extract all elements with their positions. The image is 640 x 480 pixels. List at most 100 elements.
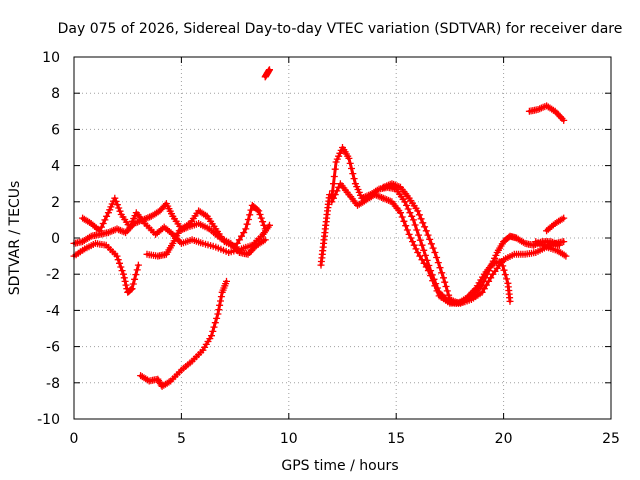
data-point <box>242 225 250 233</box>
data-point <box>506 297 514 305</box>
data-point <box>426 235 434 243</box>
data-point <box>413 226 421 234</box>
data-point <box>400 217 408 225</box>
y-tick-label: 8 <box>51 86 60 102</box>
data-point <box>233 239 241 247</box>
data-point <box>122 281 130 289</box>
data-point <box>215 306 223 314</box>
data-point <box>443 287 451 295</box>
data-point <box>257 214 265 222</box>
data-point <box>328 198 336 206</box>
data-point <box>421 223 429 231</box>
data-point <box>120 274 128 282</box>
data-point <box>433 254 441 261</box>
data-point <box>404 205 412 213</box>
data-point <box>217 297 224 305</box>
data-point <box>116 207 124 215</box>
data-point <box>114 256 122 264</box>
data-point <box>216 301 224 309</box>
data-point <box>405 230 413 238</box>
data-point <box>346 159 354 167</box>
data-point <box>330 173 338 180</box>
data-point <box>131 275 139 283</box>
data-point <box>411 221 419 229</box>
y-tick-label: 6 <box>51 122 60 138</box>
series-arc-6 <box>261 66 273 81</box>
x-tick-label: 25 <box>602 431 620 447</box>
data-point <box>96 227 104 235</box>
data-point <box>256 211 264 218</box>
data-point <box>213 314 221 322</box>
data-point <box>408 212 416 220</box>
data-point <box>410 241 418 249</box>
data-point <box>127 285 135 293</box>
data-point <box>240 229 248 237</box>
data-point <box>420 246 428 254</box>
series-layer <box>70 66 570 390</box>
data-point <box>407 234 415 242</box>
y-tick-label: -10 <box>37 412 60 428</box>
data-point <box>445 291 453 299</box>
data-point <box>121 277 129 285</box>
data-point <box>414 249 422 256</box>
data-point <box>560 116 568 124</box>
data-point <box>417 215 425 223</box>
y-axis-label: SDTVAR / TECUs <box>7 181 23 296</box>
data-point <box>429 244 437 252</box>
data-point <box>119 270 127 278</box>
data-point <box>485 277 493 285</box>
data-point <box>403 201 410 209</box>
data-point <box>438 269 446 277</box>
data-point <box>247 206 255 214</box>
series-arc-12 <box>543 214 568 235</box>
data-point <box>406 209 414 217</box>
x-tick-label: 20 <box>495 431 513 447</box>
data-point <box>487 274 495 282</box>
data-point <box>498 258 505 265</box>
data-point <box>422 227 430 235</box>
series-arc-10 <box>379 180 514 307</box>
data-point <box>480 285 488 293</box>
y-tick-label: 0 <box>51 231 60 247</box>
series-arc-11 <box>525 102 568 124</box>
data-point <box>235 236 243 244</box>
data-point <box>117 263 125 271</box>
data-point <box>266 221 273 229</box>
data-point <box>403 226 411 234</box>
grid <box>74 57 611 419</box>
data-point <box>99 220 107 227</box>
y-tick-label: 10 <box>42 50 60 66</box>
data-point <box>266 66 273 74</box>
data-point <box>115 204 123 212</box>
y-tick-label: -2 <box>46 267 60 283</box>
data-point <box>434 259 442 267</box>
data-point <box>211 319 219 327</box>
data-point <box>503 275 511 283</box>
data-point <box>478 288 486 296</box>
data-point <box>111 194 119 202</box>
y-tick-label: 4 <box>51 159 60 175</box>
data-point <box>223 277 230 285</box>
data-point <box>402 222 410 230</box>
x-tick-label: 0 <box>70 431 79 447</box>
data-point <box>112 197 120 205</box>
y-tick-label: -6 <box>46 340 60 356</box>
data-point <box>348 165 355 172</box>
data-point <box>118 267 126 275</box>
data-point <box>333 187 341 195</box>
data-point <box>431 282 439 290</box>
data-point <box>330 180 337 188</box>
data-point <box>208 332 215 340</box>
y-tick-label: -8 <box>46 376 60 392</box>
data-point <box>560 238 568 246</box>
x-tick-label: 15 <box>387 431 405 447</box>
data-point <box>412 245 420 253</box>
data-point <box>419 219 427 227</box>
data-point <box>427 240 435 248</box>
y-axis: -10 -8 -6 -4 -2 0 2 4 6 8 10 <box>37 50 611 428</box>
data-point <box>442 283 450 290</box>
data-point <box>500 266 508 274</box>
data-point <box>261 236 269 244</box>
data-point <box>335 183 343 191</box>
